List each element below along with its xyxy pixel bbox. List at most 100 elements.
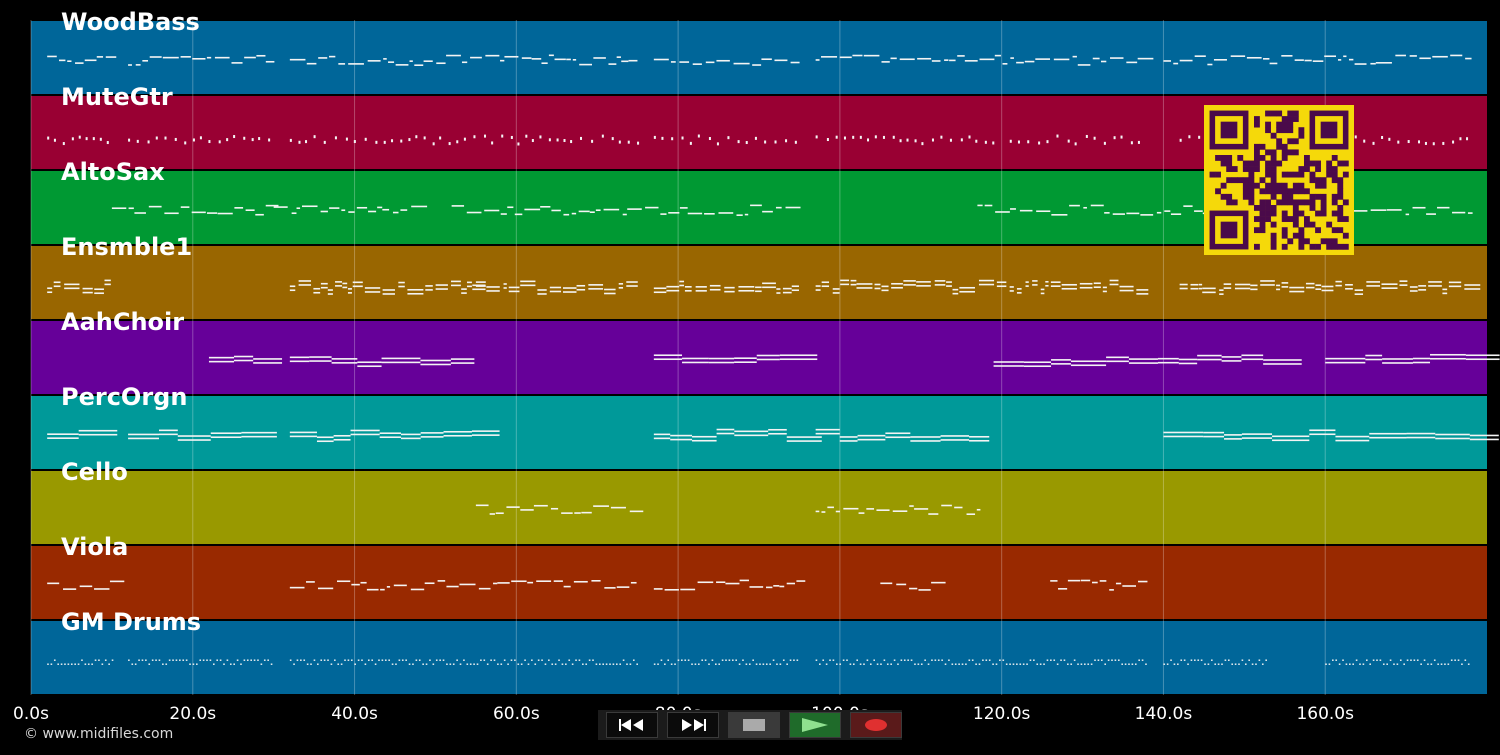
note [876,509,890,511]
note [267,659,269,661]
note [952,288,959,291]
note [1198,283,1203,286]
fast-forward-button[interactable] [667,712,719,738]
note [374,663,377,665]
note [1269,62,1278,65]
track-lane-4[interactable] [31,321,1487,394]
note [1026,663,1028,665]
note [996,281,1007,284]
note [493,659,496,661]
play-button[interactable] [789,712,841,738]
note [500,663,503,665]
record-button[interactable] [850,712,902,738]
track-lane-7[interactable] [31,546,1487,619]
note [53,281,61,284]
note [593,505,609,507]
track-lane-0[interactable] [31,21,1487,94]
note [548,54,554,57]
note [57,663,59,665]
note [351,583,360,586]
note [1442,288,1448,291]
note [959,286,975,289]
note [742,659,744,661]
note [941,659,943,661]
track-lane-8[interactable] [31,621,1487,694]
note [561,512,573,514]
note [483,659,486,661]
note [1069,204,1080,207]
note [885,432,911,435]
note [233,135,236,139]
note [954,663,957,665]
note [1179,59,1193,62]
note [791,289,799,292]
note [136,139,139,143]
note [345,137,348,141]
note [684,286,692,288]
note [298,280,312,282]
note [952,292,959,295]
note [329,207,340,209]
note [1396,663,1399,665]
note [301,205,318,208]
note [892,135,895,139]
note [1221,663,1223,665]
note [78,429,118,432]
note [1335,439,1370,442]
note [869,663,872,665]
note [653,58,669,61]
note [975,663,977,665]
note [164,212,179,215]
note [415,135,418,139]
track-notes-3 [47,279,1481,295]
note [411,205,428,208]
note [1061,287,1077,290]
note [420,359,451,362]
note [978,663,981,665]
note [1093,282,1101,285]
fast-forward-icon [682,719,706,731]
note [47,136,50,140]
note [840,283,850,286]
note [94,588,110,590]
track-lane-6[interactable] [31,471,1487,544]
note [914,663,916,665]
note [106,141,109,145]
note [653,663,656,665]
note [1231,663,1234,665]
note [1119,285,1134,288]
note [1090,663,1093,665]
note [839,663,842,665]
note [756,358,780,361]
note [1335,659,1338,661]
note [1342,659,1344,661]
note [1040,292,1045,295]
note [386,586,391,588]
note [1163,60,1172,62]
rewind-button[interactable] [606,712,658,738]
note [165,663,168,665]
note [994,54,1001,57]
note [250,659,252,661]
note [891,282,903,285]
stop-button[interactable] [728,712,780,738]
note [1381,287,1398,289]
note [78,433,118,436]
note [1130,141,1133,145]
note [1045,280,1049,283]
note [1124,663,1127,665]
note [733,62,750,65]
note [289,435,317,438]
note [679,280,685,283]
note [1241,437,1273,439]
note [134,663,137,665]
note [1110,57,1124,59]
track-lane-3[interactable] [31,246,1487,319]
note [765,663,768,665]
track-name-7: Viola [61,533,129,561]
note [940,135,943,139]
note [589,211,595,214]
note [774,59,788,62]
note [752,64,762,66]
note [835,135,838,139]
